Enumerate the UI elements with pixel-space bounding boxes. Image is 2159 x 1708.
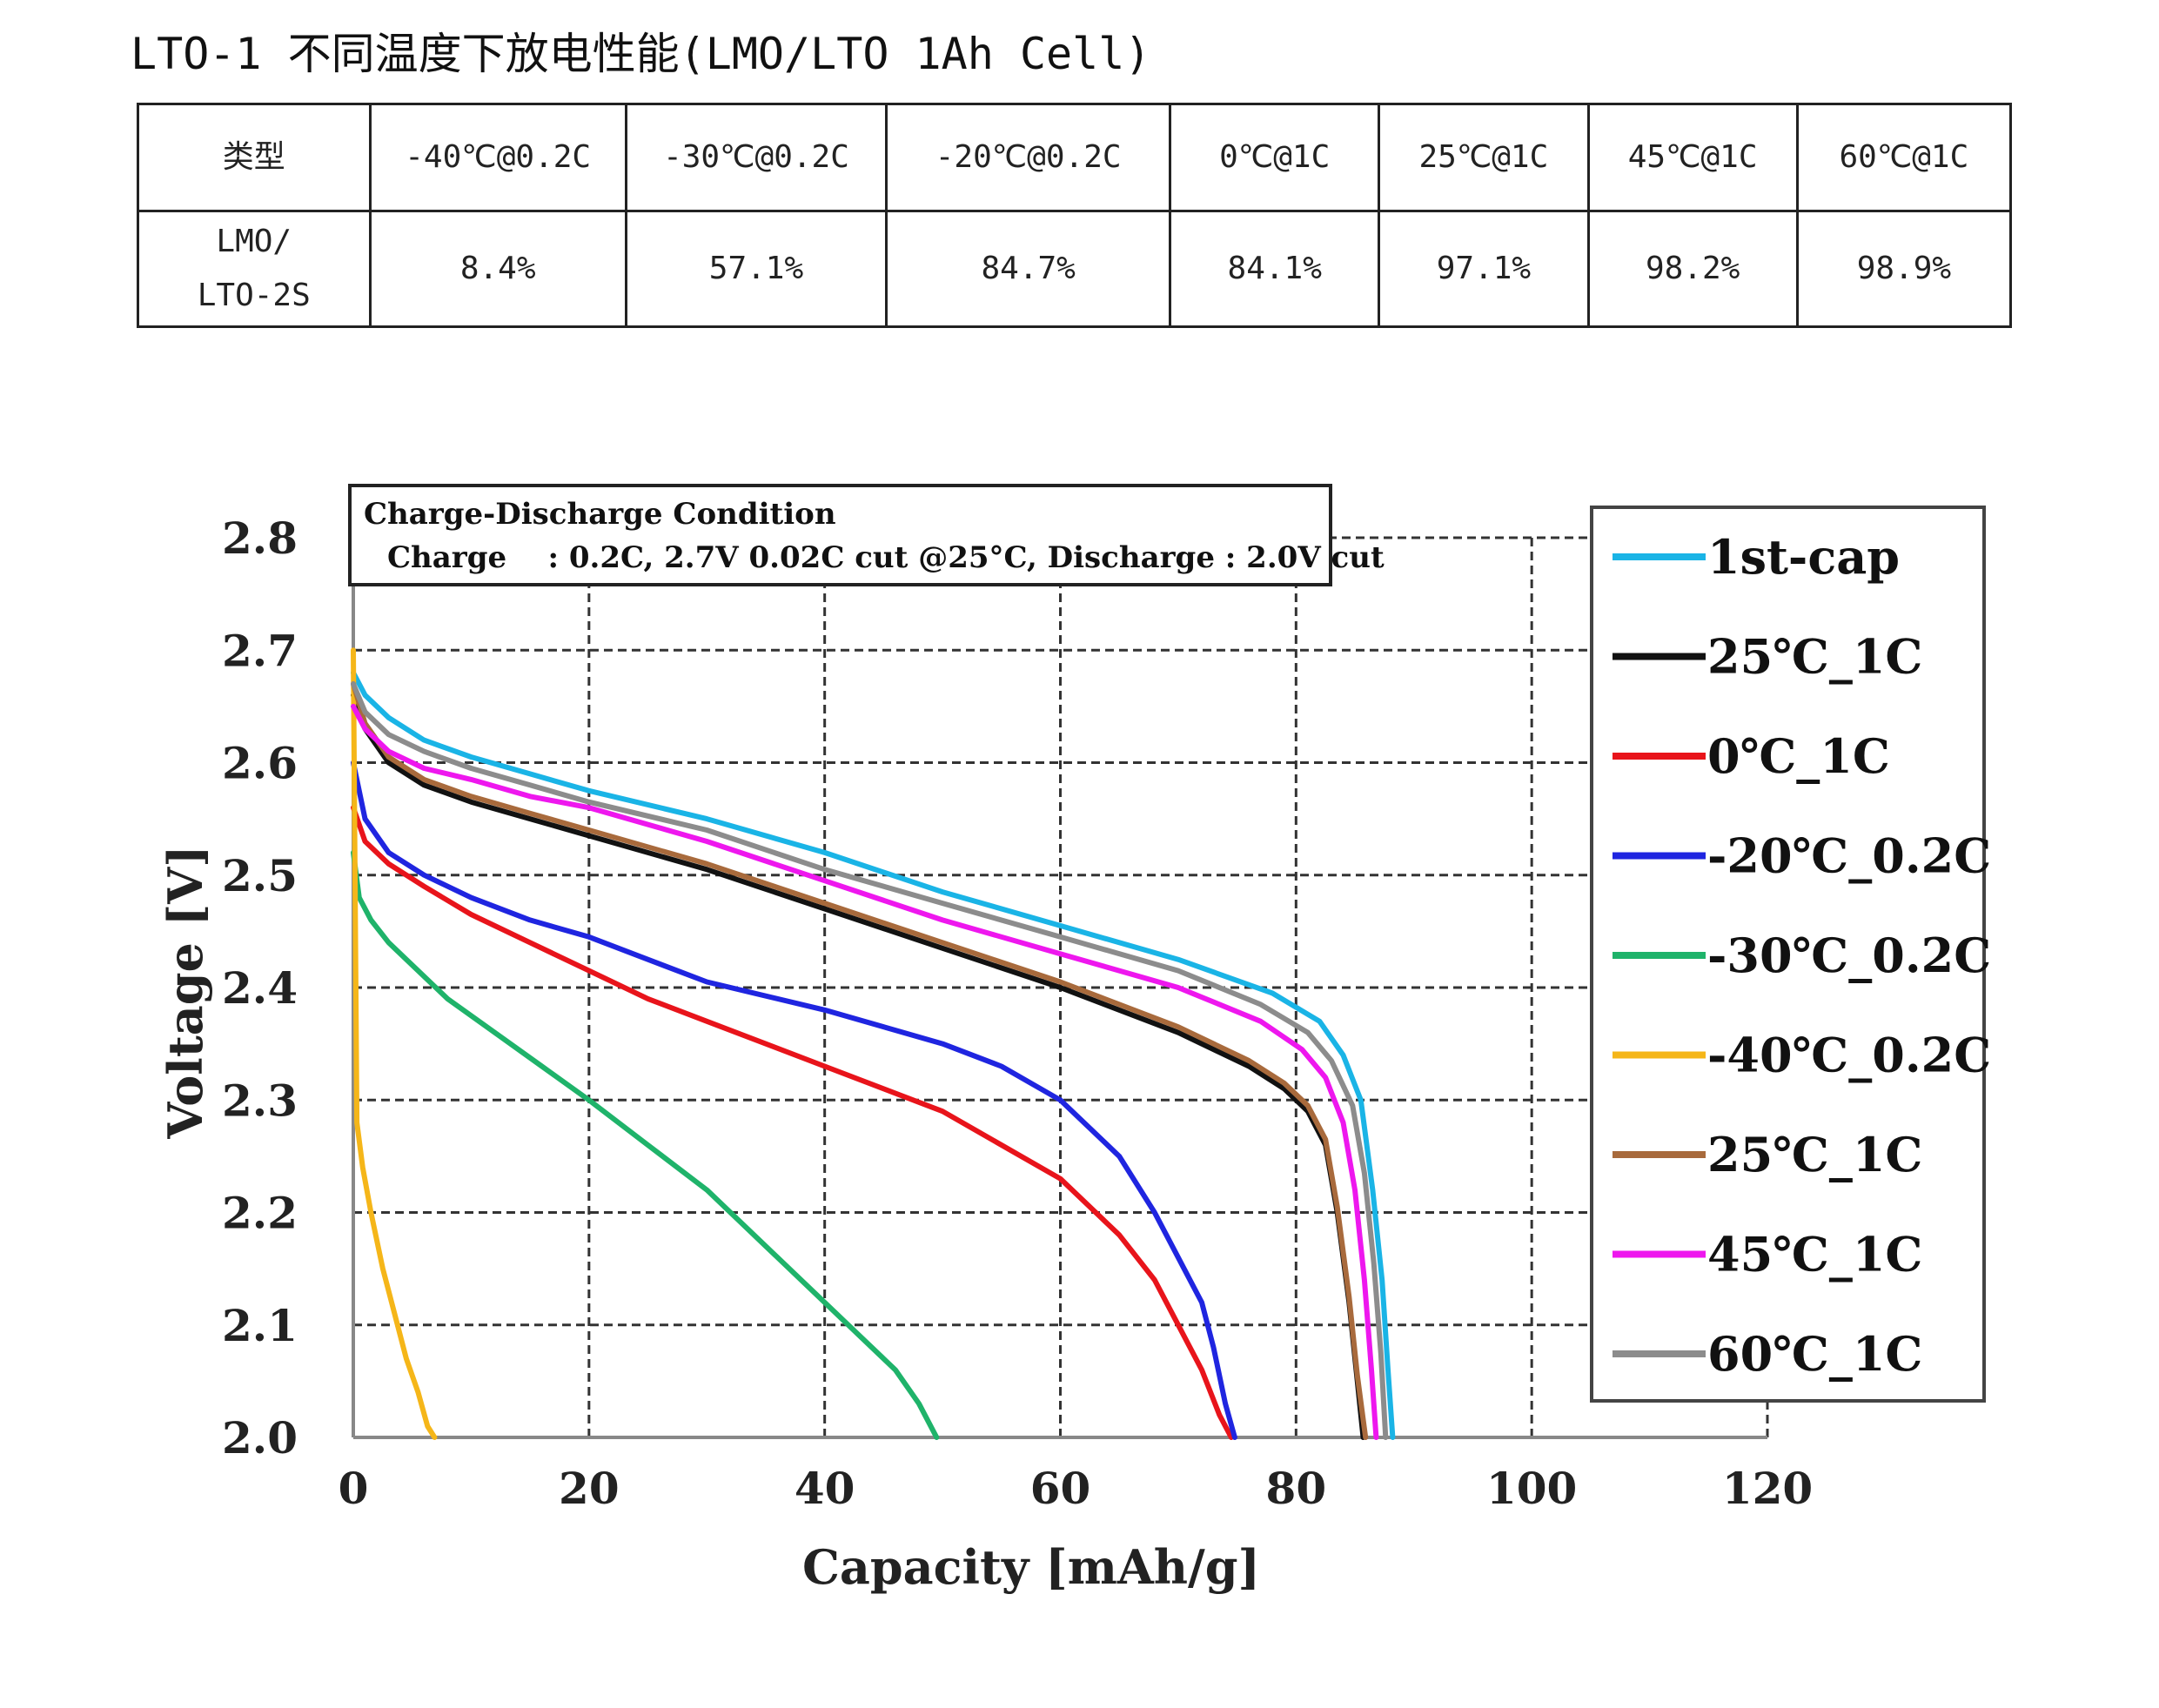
table-value-cell: 8.4% <box>368 210 627 328</box>
legend-label: 60℃_1C <box>1707 1326 1922 1382</box>
series-line <box>351 849 940 1440</box>
y-tick-label: 2.2 <box>222 1188 298 1239</box>
x-tick-label: 20 <box>559 1463 620 1514</box>
table-header-cell: 0℃@1C <box>1169 103 1381 212</box>
x-tick-label: 120 <box>1722 1463 1813 1514</box>
y-tick-label: 2.5 <box>222 850 298 901</box>
y-tick-label: 2.7 <box>222 625 298 676</box>
series-line <box>351 647 438 1440</box>
legend-label: 1st-cap <box>1707 529 1900 585</box>
legend: 1st-cap 25℃_1C 0℃_1C -20℃_0.2C -30℃_0.2C -40℃… <box>1590 506 1991 1403</box>
x-tick-label: 80 <box>1266 1463 1327 1514</box>
table-value-cell: 98.2% <box>1586 210 1799 328</box>
x-tick-label: 100 <box>1486 1463 1577 1514</box>
x-tick-label: 40 <box>795 1463 855 1514</box>
table-header-cell: 25℃@1C <box>1378 103 1590 212</box>
legend-label: -20℃_0.2C <box>1707 828 1991 884</box>
legend-label: 0℃_1C <box>1707 728 1890 784</box>
y-tick-label: 2.6 <box>222 738 298 789</box>
table-value-cell: 57.1% <box>624 210 888 328</box>
y-tick-label: 2.4 <box>222 962 298 1014</box>
y-tick-label: 2.1 <box>222 1300 298 1351</box>
table-header-cell: -20℃@0.2C <box>885 103 1172 212</box>
y-tick-label: 2.0 <box>222 1412 298 1464</box>
series-line <box>351 681 1389 1440</box>
y-tick-label: 2.3 <box>222 1075 298 1126</box>
page-title: LTO-1 不同温度下放电性能(LMO/LTO 1Ah Cell) <box>131 29 1151 79</box>
table-value-cell: 84.7% <box>885 210 1172 328</box>
type-line-2: LTO-2S <box>197 278 311 313</box>
table-header-cell: 类型 <box>137 103 372 212</box>
legend-label: 45℃_1C <box>1707 1227 1922 1283</box>
condition-annotation: Charge-Discharge Condition Charge : 0.2C… <box>348 484 1385 586</box>
y-axis-label: Voltage [V] <box>158 845 213 1139</box>
table-header-cell: -40℃@0.2C <box>368 103 627 212</box>
table-value-cell: 84.1% <box>1169 210 1381 328</box>
legend-label: -30℃_0.2C <box>1707 928 1991 983</box>
legend-label: 25℃_1C <box>1707 1127 1922 1182</box>
series-line <box>351 805 1234 1440</box>
table-value-cell: 98.9% <box>1795 210 2013 328</box>
legend-label: 25℃_1C <box>1707 629 1922 685</box>
legend-label: -40℃_0.2C <box>1707 1028 1991 1083</box>
condition-title: Charge-Discharge Condition <box>364 497 836 532</box>
table-header-cell: -30℃@0.2C <box>624 103 888 212</box>
condition-box <box>348 484 1332 586</box>
condition-detail: Charge : 0.2C, 2.7V 0.02C cut @25°C, Dis… <box>387 540 1385 575</box>
series-line <box>351 760 1237 1440</box>
type-line-1: LMO/ <box>216 224 292 259</box>
series-line <box>351 703 1379 1440</box>
table-type-cell: LMO/ LTO-2S <box>137 210 372 328</box>
series-line <box>351 670 1396 1440</box>
chart-series <box>351 647 1396 1440</box>
x-tick-label: 60 <box>1030 1463 1091 1514</box>
performance-table: 类型 -40℃@0.2C -30℃@0.2C -20℃@0.2C 0℃@1C 2… <box>137 103 2013 328</box>
table-value-cell: 97.1% <box>1378 210 1590 328</box>
chart-ticks: 2.0 2.1 2.2 2.3 2.4 2.5 2.6 2.7 2.8 0 20 40 60 80 100 1… <box>222 512 1813 1514</box>
x-tick-label: 0 <box>339 1463 369 1514</box>
table-row: LMO/ LTO-2S 8.4% 57.1% 84.7% 84.1% 97.1%… <box>137 210 2013 328</box>
x-axis-label: Capacity [mAh/g] <box>802 1539 1260 1595</box>
series-line <box>351 681 1369 1440</box>
table-header-cell: 45℃@1C <box>1586 103 1799 212</box>
table-header-row: 类型 -40℃@0.2C -30℃@0.2C -20℃@0.2C 0℃@1C 2… <box>137 103 2013 212</box>
y-tick-label: 2.8 <box>222 512 298 564</box>
table-header-cell: 60℃@1C <box>1795 103 2013 212</box>
